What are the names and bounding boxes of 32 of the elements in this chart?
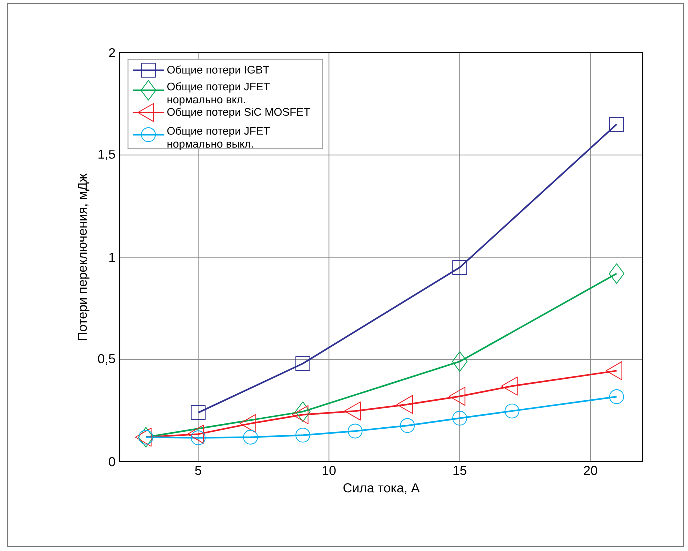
y-tick-label: 0 <box>109 457 116 467</box>
point <box>138 430 154 445</box>
point <box>452 352 468 372</box>
point <box>609 264 625 284</box>
point <box>296 428 310 443</box>
point <box>138 427 154 448</box>
point <box>191 430 206 446</box>
y-tick-label: 1 <box>110 253 116 262</box>
legend-label: Общие потери JFET нормально выкл. <box>168 126 270 150</box>
point <box>295 402 311 422</box>
x-tick-label: 15 <box>454 466 467 476</box>
y-axis-title: Потери переключения, мДж <box>78 174 90 340</box>
legend-label: Общие потери JFET нормально вкл. <box>168 82 270 106</box>
legend-label: Общие потери SiC MOSFET <box>168 108 310 118</box>
y-tick-label: 2 <box>109 48 116 58</box>
point <box>191 406 206 420</box>
point <box>609 117 624 132</box>
point <box>348 424 363 439</box>
y-tick-label: 0,5 <box>98 354 116 366</box>
point <box>452 411 468 426</box>
point <box>504 404 520 419</box>
point <box>400 418 416 434</box>
point <box>452 260 468 276</box>
point <box>609 390 624 404</box>
y-tick-label: 1,5 <box>98 150 116 161</box>
x-tick-label: 10 <box>322 466 336 476</box>
x-axis-title: Сила тока, А <box>344 484 420 494</box>
x-tick-label: 20 <box>584 466 598 476</box>
point <box>243 430 258 445</box>
legend-label: Общие потери IGBT <box>168 66 270 76</box>
point <box>296 356 310 372</box>
x-tick-label: 5 <box>195 466 202 476</box>
